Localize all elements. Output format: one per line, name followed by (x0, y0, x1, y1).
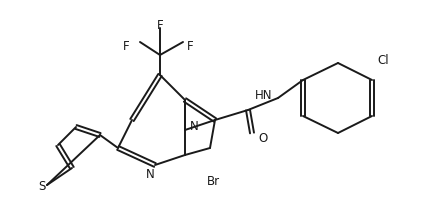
Text: F: F (157, 19, 163, 31)
Text: S: S (38, 181, 46, 194)
Text: N: N (190, 119, 199, 133)
Text: HN: HN (255, 89, 272, 102)
Text: N: N (146, 168, 155, 181)
Text: Br: Br (206, 175, 220, 188)
Text: F: F (187, 39, 194, 53)
Text: F: F (123, 39, 130, 53)
Text: Cl: Cl (377, 53, 389, 66)
Text: O: O (258, 131, 267, 145)
